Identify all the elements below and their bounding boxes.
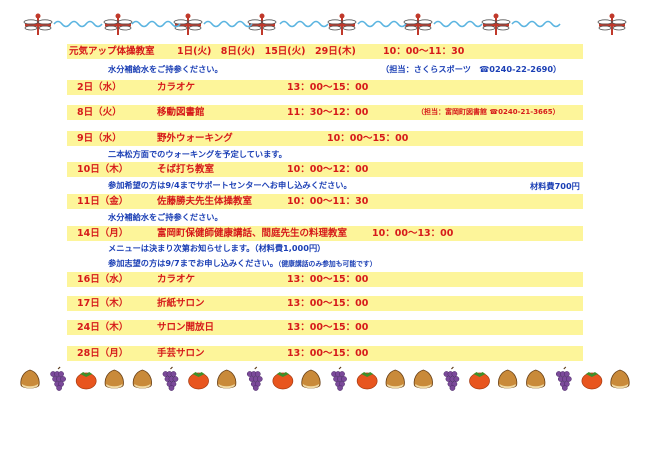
event-time: 10：00～11：30 [287, 196, 369, 207]
event-row-taisou: 元気アップ体操教室 1日(火) 8日(火) 15日(火) 29日(木) 10：0… [67, 44, 583, 59]
event-row: 11日（金） 佐藤勝夫先生体操教室 10：00～11：30 [67, 194, 583, 209]
persimmon-icon [356, 372, 378, 390]
dragonfly-icon [247, 13, 277, 35]
chestnut-icon [610, 369, 630, 389]
event-name: カラオケ [157, 274, 196, 285]
event-row: 24日（木） サロン開放日 13：00～15：00 [67, 320, 583, 335]
chestnut-icon [385, 369, 405, 389]
event-row: 17日（木） 折紙サロン 13：00～15：00 [67, 296, 583, 311]
chestnut-icon [498, 369, 518, 389]
note-walking: 二本松方面でのウォーキングを予定しています。 [108, 149, 287, 159]
dragonfly-border [23, 13, 627, 35]
event-row: 14日（月） 富岡町保健師健康講話、間庭先生の料理教室 10：00～13：00 [67, 226, 583, 241]
grape-icon [50, 366, 66, 391]
event-row: 2日（水） カラオケ 13：00～15：00 [67, 80, 583, 95]
wave-icon [203, 20, 253, 28]
dragonfly-icon [481, 13, 511, 35]
wave-icon [433, 20, 483, 28]
persimmon-icon [188, 372, 209, 390]
event-date: 11日（金） [77, 196, 129, 207]
event-time: 10：00～12：00 [287, 164, 369, 175]
note-apply-text: 参加志望の方は9/7までお申し込みください。 [108, 258, 278, 268]
persimmon-icon [581, 372, 603, 390]
event-date: 28日（月） [77, 348, 129, 359]
event-name: サロン開放日 [157, 322, 215, 333]
wave-icon [357, 20, 407, 28]
note-sato: 水分補給水をご持参ください。 [108, 212, 223, 222]
grape-icon [555, 366, 572, 391]
dragonfly-icon [597, 13, 627, 35]
persimmon-icon [469, 372, 490, 390]
event-time: 10：00～13：00 [372, 228, 454, 239]
event-time: 13：00～15：00 [287, 348, 369, 359]
event-name: 富岡町保健師健康講話、間庭先生の料理教室 [157, 228, 348, 239]
wave-icon [279, 20, 329, 28]
event-name: 折紙サロン [157, 298, 205, 309]
autumn-fruit-border [20, 366, 630, 391]
dragonfly-icon [173, 13, 203, 35]
event-time: 13：00～15：00 [287, 298, 369, 309]
event-name: 手芸サロン [157, 348, 205, 359]
dragonfly-icon [23, 13, 53, 35]
event-time: 11：30～12：00 [287, 107, 369, 118]
chestnut-icon [20, 369, 40, 389]
event-name: 移動図書館 [157, 107, 205, 118]
note-menu: メニューは決まり次第お知らせします。（材料費1,000円） [108, 243, 326, 253]
event-days: 1日(火) 8日(火) 15日(火) 29日(木) [177, 46, 356, 57]
event-time: 13：00～15：00 [287, 82, 369, 93]
persimmon-icon [75, 372, 97, 390]
chestnut-icon [526, 369, 546, 389]
wave-icon [131, 20, 181, 28]
event-row: 8日（火） 移動図書館 11：30～12：00 （担当：富岡町図書館 ☎0240… [67, 105, 583, 120]
note-apply: 参加志望の方は9/7までお申し込みください。（健康講話のみ参加も可能です） [108, 258, 377, 270]
event-row: 10日（木） そば打ち教室 10：00～12：00 [67, 162, 583, 177]
event-date: 2日（水） [77, 82, 122, 93]
event-date: 14日（月） [77, 228, 129, 239]
wave-icon [53, 20, 103, 28]
chestnut-icon [104, 369, 124, 389]
fee-soba: 材料費700円 [530, 181, 580, 191]
event-name: 元気アップ体操教室 [69, 46, 155, 57]
chestnut-icon [301, 369, 321, 389]
chestnut-icon [132, 369, 152, 389]
contact-library: （担当：富岡町図書館 ☎0240-21-3665） [417, 108, 560, 116]
grape-icon [162, 366, 179, 391]
grape-icon [331, 366, 347, 391]
event-name: 野外ウォーキング [157, 133, 233, 144]
event-row: 9日（水） 野外ウォーキング 10：00～15：00 [67, 131, 583, 146]
event-date: 16日（水） [77, 274, 129, 285]
note-taisou: 水分補給水をご持参ください。 [108, 64, 223, 74]
persimmon-icon [272, 372, 294, 390]
event-name: 佐藤勝夫先生体操教室 [157, 196, 253, 207]
event-date: 9日（水） [77, 133, 122, 144]
event-date: 17日（木） [77, 298, 129, 309]
dragonfly-icon [403, 13, 433, 35]
grape-icon [443, 366, 460, 391]
grape-icon [246, 366, 263, 391]
event-row: 28日（月） 手芸サロン 13：00～15：00 [67, 346, 583, 361]
event-time: 10：00～15：00 [327, 133, 409, 144]
event-time: 13：00～15：00 [287, 322, 369, 333]
event-time: 13：00～15：00 [287, 274, 369, 285]
dragonfly-icon [327, 13, 357, 35]
contact-taisou: （担当：さくらスポーツ ☎0240-22-2690） [381, 64, 562, 74]
event-name: そば打ち教室 [157, 164, 215, 175]
note-apply-small: （健康講話のみ参加も可能です） [277, 260, 377, 268]
event-date: 10日（木） [77, 164, 129, 175]
event-row: 16日（水） カラオケ 13：00～15：00 [67, 272, 583, 287]
event-date: 24日（木） [77, 322, 129, 333]
note-soba: 参加希望の方は9/4までサポートセンターへお申し込みください。 [108, 180, 352, 190]
event-name: カラオケ [157, 82, 196, 93]
dragonfly-icon [103, 13, 133, 35]
wave-icon [511, 20, 561, 28]
chestnut-icon [413, 369, 433, 389]
event-date: 8日（火） [77, 107, 122, 118]
event-time: 10：00～11：30 [383, 46, 465, 57]
chestnut-icon [217, 369, 237, 389]
